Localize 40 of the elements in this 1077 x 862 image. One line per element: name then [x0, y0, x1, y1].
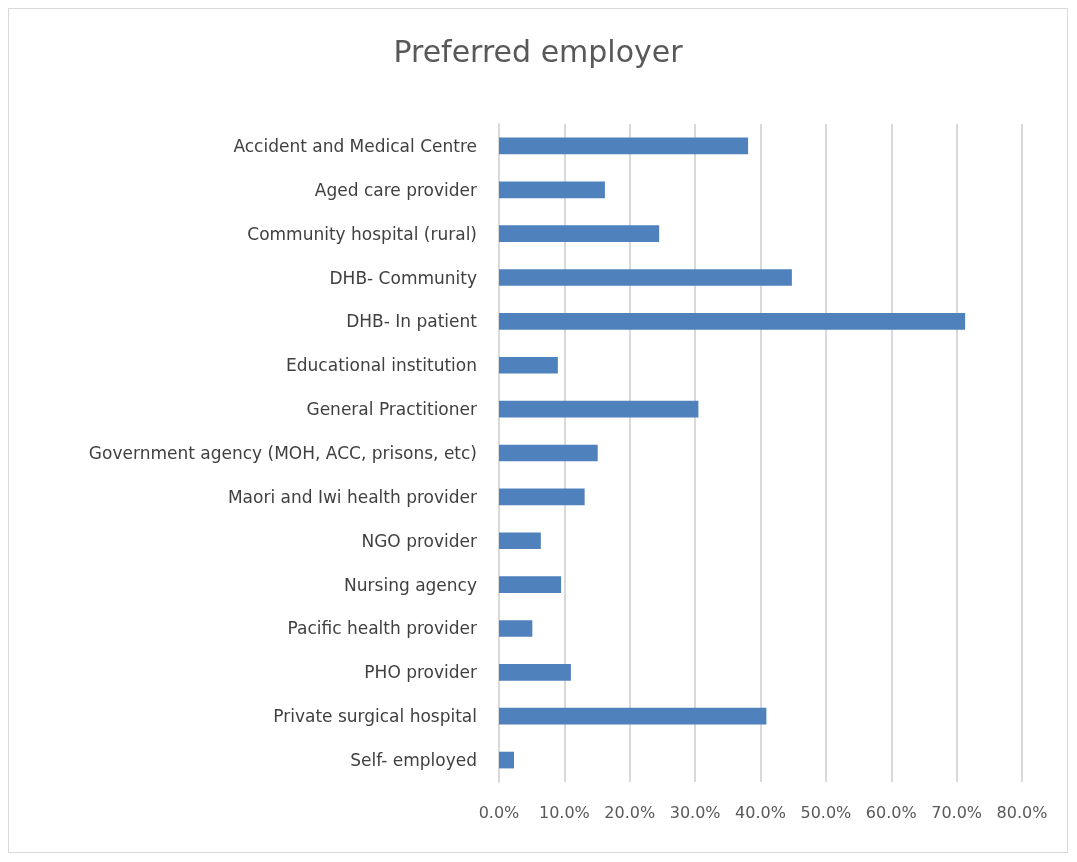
- bar: [499, 532, 541, 550]
- bar: [499, 269, 792, 286]
- x-tick-label: 70.0%: [931, 802, 983, 822]
- bar: [499, 707, 767, 725]
- y-tick-label: Aged care provider: [314, 179, 477, 200]
- bar: [499, 313, 966, 330]
- bar: [499, 751, 515, 769]
- y-tick-label: DHB- Community: [329, 267, 477, 288]
- x-tick-label: 50.0%: [800, 802, 852, 822]
- x-tick-label: 0.0%: [478, 802, 520, 822]
- chart-title: Preferred employer: [393, 33, 684, 69]
- bar: [499, 225, 660, 242]
- bar: [499, 181, 605, 199]
- y-tick-label: DHB- In patient: [346, 311, 478, 332]
- bar: [499, 137, 749, 155]
- bar: [499, 400, 699, 418]
- y-tick-label: Pacific health provider: [287, 618, 478, 639]
- y-tick-label: Educational institution: [286, 355, 477, 376]
- bar: [499, 488, 585, 506]
- x-tick-label: 30.0%: [669, 802, 721, 822]
- y-tick-label: PHO provider: [364, 662, 477, 683]
- y-tick-label: Maori and Iwi health provider: [227, 486, 477, 507]
- x-tick-label: 10.0%: [538, 802, 590, 822]
- y-tick-label: General Practitioner: [306, 399, 477, 420]
- y-tick-label: Accident and Medical Centre: [233, 135, 477, 156]
- bar: [499, 620, 533, 637]
- y-tick-label: Community hospital (rural): [247, 223, 477, 244]
- y-tick-label: Nursing agency: [344, 574, 477, 595]
- bar: [499, 356, 558, 374]
- bar: [499, 444, 598, 462]
- y-tick-label: Private surgical hospital: [273, 706, 477, 727]
- y-tick-label: Self- employed: [350, 750, 477, 771]
- y-tick-label: Government agency (MOH, ACC, prisons, etc): [88, 443, 477, 463]
- bar: [499, 576, 562, 593]
- x-tick-label: 20.0%: [604, 802, 656, 822]
- y-tick-label: NGO provider: [361, 530, 477, 551]
- x-tick-label: 80.0%: [996, 802, 1048, 822]
- x-tick-label: 40.0%: [735, 802, 786, 822]
- bar: [499, 664, 571, 681]
- x-tick-label: 60.0%: [865, 802, 917, 822]
